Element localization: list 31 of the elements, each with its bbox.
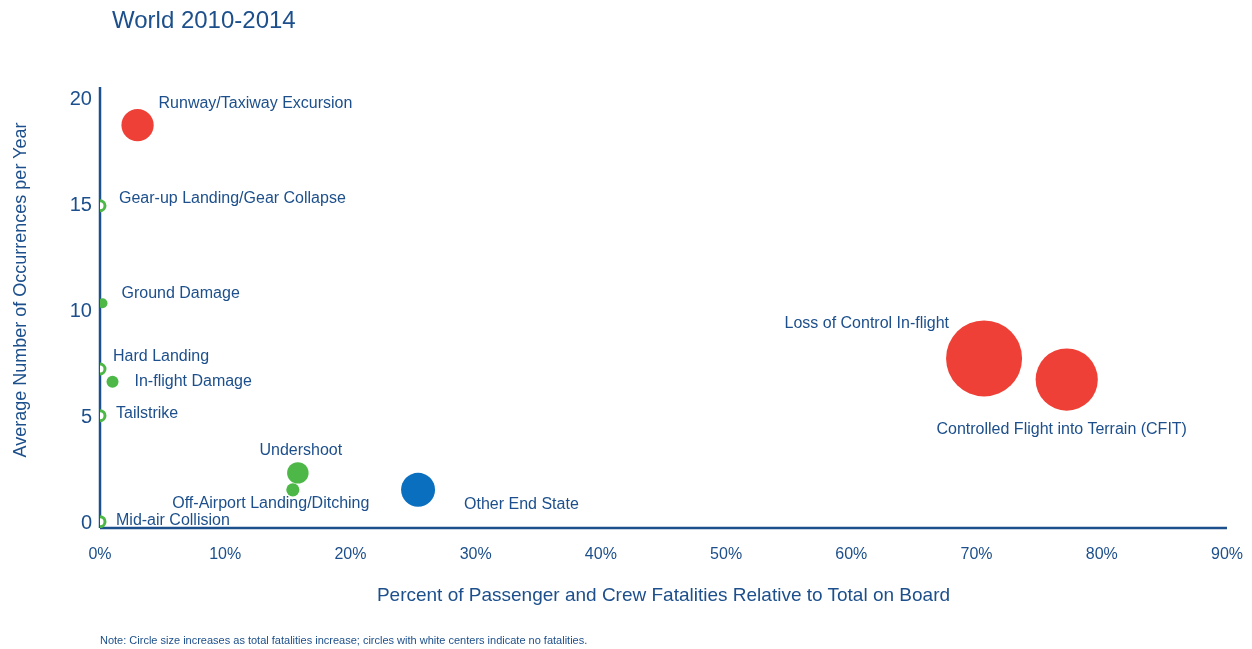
x-tick-label: 80% (1085, 545, 1118, 563)
y-axis-title: Average Number of Occurrences per Year (9, 122, 31, 458)
x-tick-label: 50% (710, 545, 743, 563)
annotation: Mid-air Collision (116, 510, 230, 528)
y-tick-label: 10 (69, 298, 92, 321)
y-tick-label: 20 (69, 86, 92, 109)
y-tick-label: 15 (69, 192, 92, 215)
chart-title: World 2010-2014 (112, 6, 296, 34)
annotation: Other End State (464, 495, 579, 513)
y-tick-label: 0 (80, 510, 92, 533)
annotation: Controlled Flight into Terrain (CFIT) (936, 419, 1187, 437)
x-axis-title: Percent of Passenger and Crew Fatalities Relative to Total on Board (375, 584, 952, 606)
annotation: Undershoot (259, 441, 343, 459)
x-tick-label: 30% (459, 545, 492, 563)
annotation: In-flight Damage (134, 371, 253, 389)
x-tick-label: 40% (584, 545, 617, 563)
x-tick-label: 70% (960, 545, 993, 563)
annotation: Off-Airport Landing/Ditching (172, 494, 370, 512)
annotation: Ground Damage (121, 284, 240, 302)
x-tick-label: 60% (835, 545, 868, 563)
annotation: Gear-up Landing/Gear Collapse (119, 188, 346, 206)
annotation: Runway/Taxiway Excursion (158, 94, 353, 112)
x-tick-label: 90% (1210, 545, 1244, 563)
annotation: Hard Landing (113, 347, 210, 365)
text: Note: Circle size increases as total fatalities increase; circles with white centers indicate no fatalities. (100, 634, 588, 646)
x-tick-label: 10% (209, 545, 242, 563)
y-tick-label: 5 (80, 404, 92, 427)
x-tick-label: 20% (334, 545, 367, 563)
x-tick-label: 0% (88, 545, 112, 563)
annotation: Tailstrike (116, 403, 179, 421)
annotation: Loss of Control In-flight (784, 313, 950, 331)
